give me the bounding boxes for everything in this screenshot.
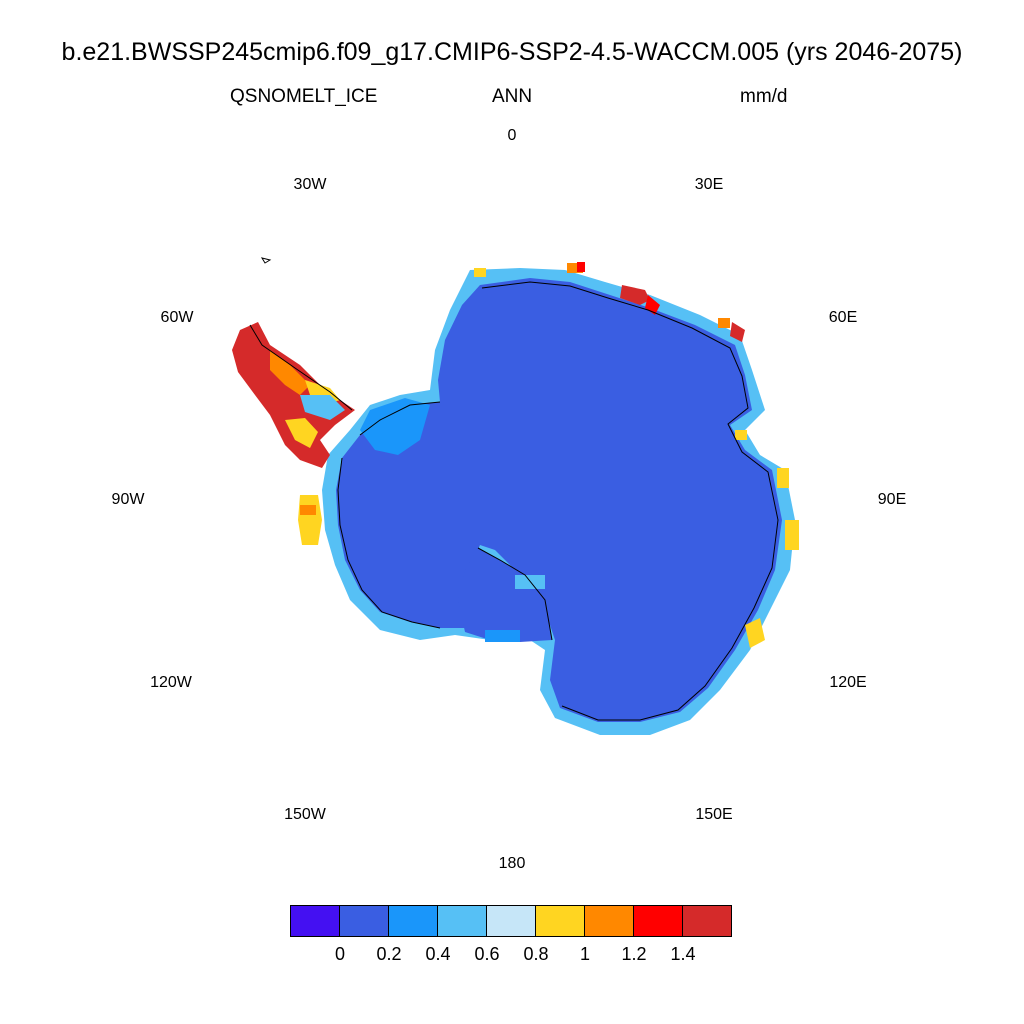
antarctic-peninsula: [232, 322, 355, 545]
colorbar-tick-label: 1.2: [621, 944, 647, 964]
colorbar-cell: [634, 906, 683, 936]
colorbar-cell: [340, 906, 389, 936]
plot-title: b.e21.BWSSP245cmip6.f09_g17.CMIP6-SSP2-4…: [61, 38, 963, 66]
lon-label-180: 180: [498, 855, 526, 872]
colorbar-cell: [585, 906, 634, 936]
lon-label-150e: 150E: [695, 806, 733, 823]
colorbar-tick-label: 0.6: [474, 944, 500, 964]
colorbar: [290, 905, 732, 937]
colorbar-tick-label: 0.4: [425, 944, 451, 964]
lon-label-150w: 150W: [284, 806, 326, 823]
period-label: ANN: [491, 86, 533, 107]
coastline: [249, 257, 779, 721]
colorbar-tick-label: 1: [579, 944, 591, 964]
lon-label-90w: 90W: [111, 491, 145, 508]
lon-label-120w: 120W: [150, 674, 192, 691]
colorbar-cell: [536, 906, 585, 936]
lon-label-60w: 60W: [160, 309, 194, 326]
colorbar-tick-label: 0.8: [523, 944, 549, 964]
units-label: mm/d: [740, 86, 788, 107]
colorbar-tick-label: 1.4: [670, 944, 696, 964]
colorbar-tick-label: 0: [334, 944, 346, 964]
lon-label-30e: 30E: [694, 176, 724, 193]
lon-label-0: 0: [507, 127, 517, 144]
lon-label-90e: 90E: [877, 491, 907, 508]
colorbar-tick-label: 0.2: [376, 944, 402, 964]
colorbar-cell: [487, 906, 536, 936]
lon-label-120e: 120E: [829, 674, 867, 691]
coastal-melt-spots: [474, 262, 799, 648]
ice-sheet: [336, 278, 782, 722]
colorbar-cell: [438, 906, 487, 936]
lon-label-60e: 60E: [828, 309, 858, 326]
colorbar-cell: [389, 906, 438, 936]
colorbar-cell: [291, 906, 340, 936]
lon-label-30w: 30W: [293, 176, 327, 193]
variable-label: QSNOMELT_ICE: [230, 86, 378, 107]
colorbar-cell: [683, 906, 731, 936]
